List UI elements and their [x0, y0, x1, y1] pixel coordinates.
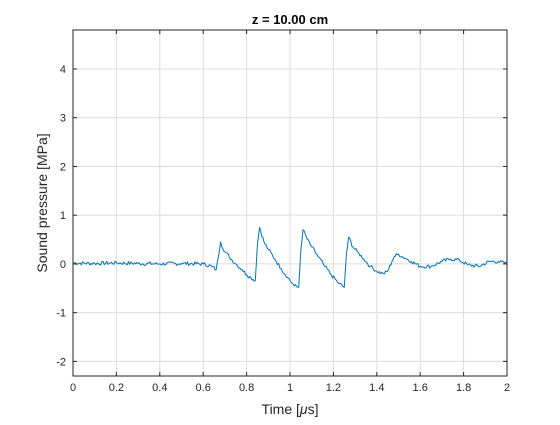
x-tick-label: 0.8 — [239, 382, 254, 394]
x-axis-label-suffix: s] — [308, 401, 319, 417]
chart-title: z = 10.00 cm — [252, 12, 328, 27]
y-tick-label: 1 — [60, 210, 66, 222]
x-tick-label: 1 — [287, 382, 293, 394]
x-tick-label: 2 — [504, 382, 510, 394]
x-tick-label: 0 — [70, 382, 76, 394]
x-tick-label: 1.4 — [369, 382, 384, 394]
ticks: 0 0.2 0.4 0.6 0.8 1 1.2 1.4 1.6 1.8 2 -2 -1 0 1 2 3 4 — [56, 30, 510, 394]
data-layer — [72, 226, 508, 288]
y-axis-label: Sound pressure [MPa] — [34, 133, 50, 272]
x-tick-label: 1.2 — [326, 382, 341, 394]
y-tick-label: 2 — [60, 161, 66, 173]
x-axis-label-mu: μ — [299, 401, 308, 417]
y-tick-label: 0 — [60, 259, 66, 271]
x-tick-label: 0.4 — [152, 382, 167, 394]
x-tick-label: 0.6 — [196, 382, 211, 394]
x-axis-label-prefix: Time [ — [262, 401, 300, 417]
series-line — [72, 226, 508, 288]
x-tick-label: 0.2 — [109, 382, 124, 394]
x-axis-label: Time [μs] — [262, 401, 319, 417]
y-tick-label: 4 — [60, 64, 66, 76]
y-tick-label: -2 — [56, 356, 66, 368]
y-tick-label: -1 — [56, 308, 66, 320]
grid — [72, 30, 508, 376]
x-tick-label: 1.8 — [456, 382, 471, 394]
y-tick-label: 3 — [60, 113, 66, 125]
x-tick-label: 1.6 — [413, 382, 428, 394]
